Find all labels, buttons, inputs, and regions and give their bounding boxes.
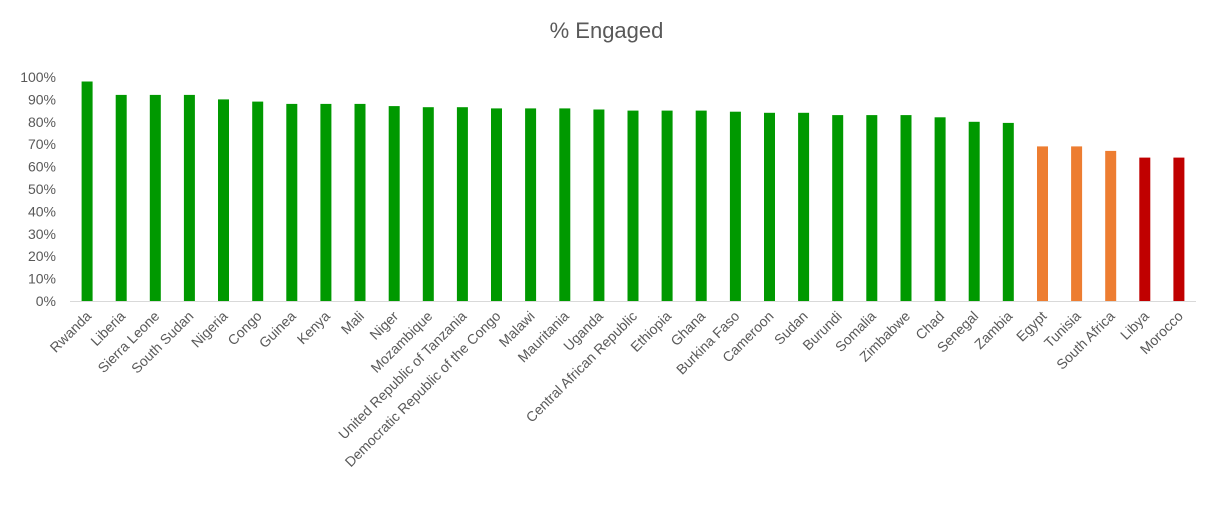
bar bbox=[1037, 146, 1048, 301]
y-tick-label: 50% bbox=[28, 181, 56, 197]
x-tick-label: Kenya bbox=[294, 308, 334, 348]
bar bbox=[764, 112, 775, 301]
bar bbox=[183, 94, 195, 302]
bar bbox=[729, 111, 741, 301]
y-tick-label: 30% bbox=[28, 226, 56, 242]
bar bbox=[456, 107, 468, 301]
bar bbox=[286, 103, 298, 302]
bar bbox=[1173, 157, 1185, 301]
bar bbox=[252, 101, 264, 301]
bar bbox=[593, 109, 605, 301]
bar bbox=[559, 108, 571, 302]
bar bbox=[900, 115, 912, 301]
bar bbox=[115, 94, 127, 302]
y-tick-label: 10% bbox=[28, 271, 56, 287]
y-axis-ticks: 0% 10% 20% 30% 40% 50% 60% 70% 80% 90% 100% bbox=[20, 69, 56, 309]
bar bbox=[968, 121, 980, 301]
chart-title: % Engaged bbox=[549, 18, 664, 43]
bar bbox=[1002, 122, 1014, 302]
y-tick-label: 70% bbox=[28, 136, 56, 152]
y-tick-label: 80% bbox=[28, 114, 56, 130]
y-tick-label: 100% bbox=[20, 69, 56, 85]
bar bbox=[627, 110, 639, 301]
x-tick-label: Guinea bbox=[256, 308, 299, 351]
y-tick-label: 90% bbox=[28, 91, 56, 107]
bar bbox=[798, 112, 810, 301]
y-tick-label: 40% bbox=[28, 203, 56, 219]
bar bbox=[81, 81, 93, 301]
y-tick-label: 0% bbox=[36, 293, 56, 309]
bar bbox=[1139, 157, 1151, 301]
x-tick-label: Zambia bbox=[971, 308, 1015, 352]
bars-group bbox=[81, 81, 1185, 302]
x-tick-label: Nigeria bbox=[188, 308, 231, 351]
bar bbox=[695, 110, 707, 301]
bar bbox=[934, 117, 946, 301]
bar bbox=[422, 107, 434, 301]
bar bbox=[218, 99, 229, 302]
bar bbox=[491, 108, 502, 302]
x-tick-label: Rwanda bbox=[47, 308, 95, 356]
y-tick-label: 60% bbox=[28, 159, 56, 175]
bar bbox=[525, 108, 537, 302]
bar bbox=[1071, 146, 1083, 301]
y-tick-label: 20% bbox=[28, 248, 56, 264]
bar bbox=[661, 110, 673, 301]
bar bbox=[388, 106, 400, 301]
bar bbox=[320, 103, 332, 302]
bar bbox=[866, 115, 878, 301]
bar bbox=[354, 103, 366, 302]
bar bbox=[832, 115, 844, 301]
x-tick-label: Mali bbox=[338, 308, 367, 337]
bar bbox=[149, 94, 161, 302]
bar bbox=[1105, 150, 1117, 301]
